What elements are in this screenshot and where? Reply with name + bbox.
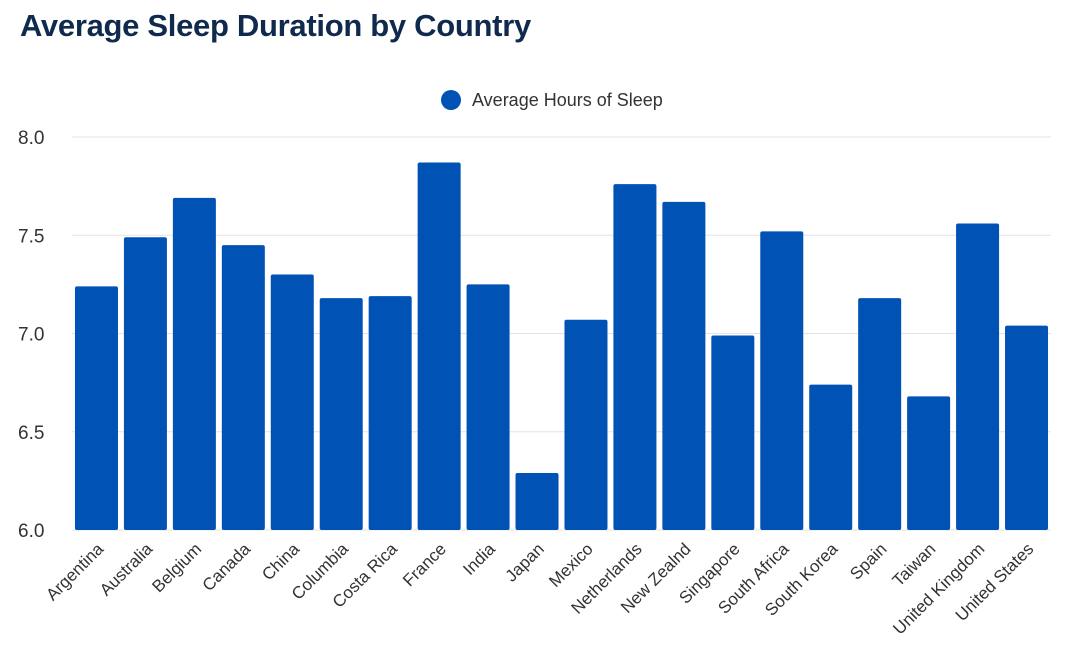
bar-france: [417, 162, 461, 531]
bar-japan: [515, 473, 559, 530]
bar-spain: [858, 298, 902, 530]
bar-taiwan: [907, 396, 951, 530]
bar-new-zealnd: [662, 201, 706, 530]
bar-south-korea: [809, 384, 853, 530]
bar-mexico: [564, 319, 608, 530]
grid-lines: [72, 136, 1051, 531]
legend-marker-icon: [441, 90, 461, 110]
x-tick-label: Belgium: [148, 539, 205, 596]
bar-belgium: [172, 197, 216, 531]
bar-australia: [123, 237, 167, 530]
bar-united-states: [1005, 325, 1049, 530]
x-tick-label: Canada: [199, 539, 255, 595]
x-tick-label: China: [258, 539, 303, 584]
bar-united-kingdom: [956, 223, 1000, 530]
x-tick-label: India: [459, 539, 499, 579]
y-tick-label: 6.5: [18, 423, 44, 444]
x-tick-label: Australia: [96, 539, 157, 600]
y-axis-ticks: 6.0 6.5 7.0 7.5 8.0: [18, 128, 44, 542]
x-tick-label: Spain: [846, 539, 890, 583]
legend-label: Average Hours of Sleep: [472, 90, 663, 110]
bar-india: [466, 284, 510, 530]
y-tick-label: 6.0: [18, 521, 44, 542]
x-tick-label: Japan: [502, 539, 548, 585]
y-tick-label: 7.5: [18, 226, 44, 247]
bar-singapore: [711, 335, 755, 530]
bar-south-africa: [760, 231, 804, 530]
y-tick-label: 8.0: [18, 128, 44, 149]
bar-columbia: [319, 298, 363, 530]
y-tick-label: 7.0: [18, 325, 44, 346]
chart-title: Average Sleep Duration by Country: [20, 8, 531, 43]
bar-costa-rica: [368, 296, 412, 530]
bars: [74, 162, 1049, 531]
bar-argentina: [74, 286, 118, 530]
x-tick-label: France: [399, 539, 450, 590]
legend: Average Hours of Sleep: [441, 90, 663, 110]
x-tick-label: Argentina: [42, 539, 107, 604]
bar-canada: [221, 245, 265, 530]
bar-china: [270, 274, 314, 530]
bar-netherlands: [613, 184, 657, 530]
